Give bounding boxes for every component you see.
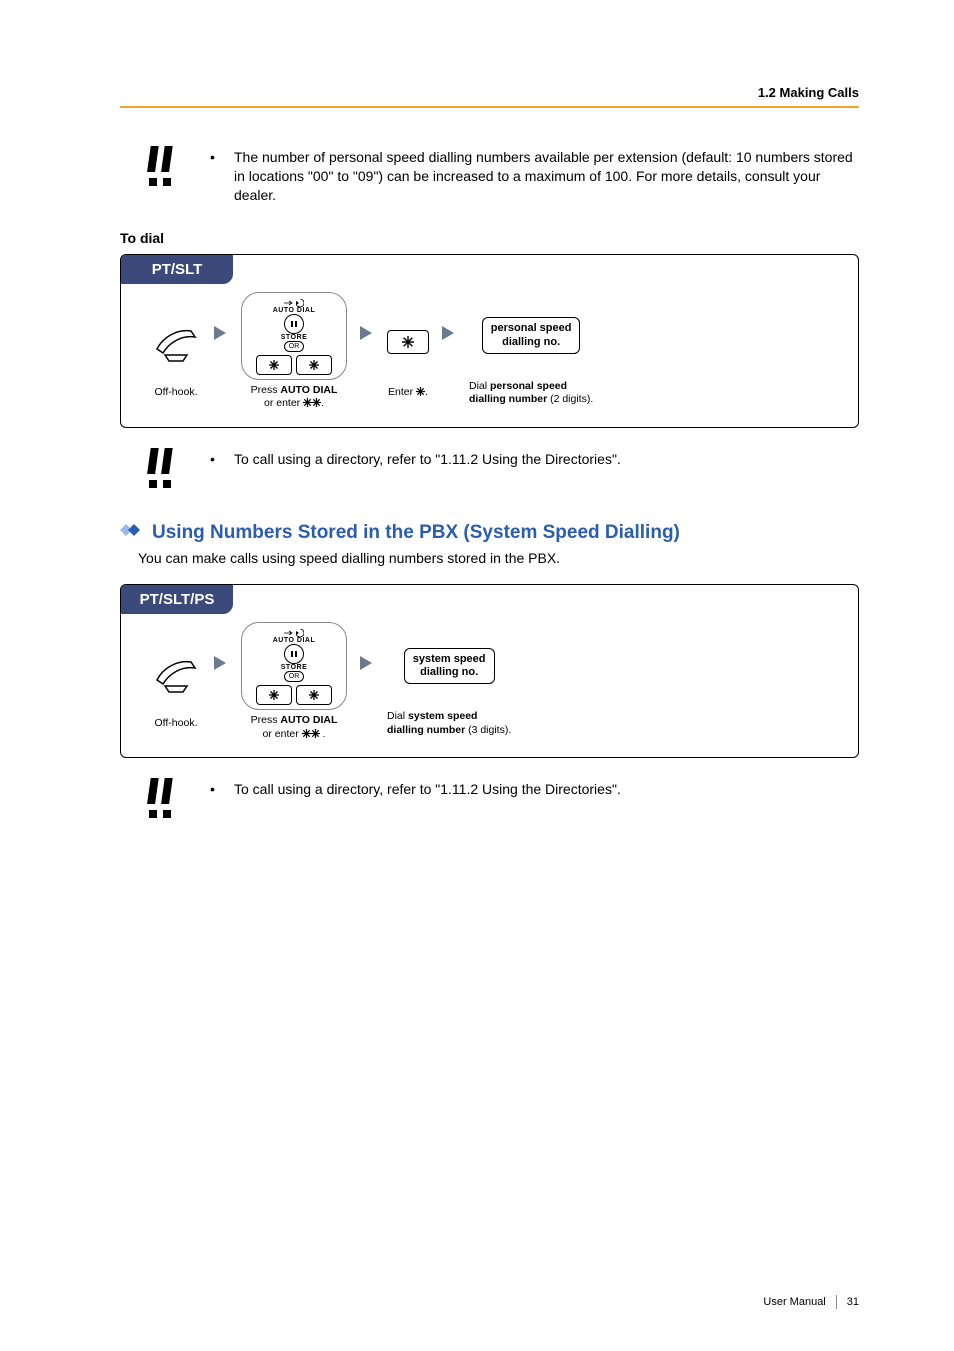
exclamation-icon [120,780,210,822]
section-intro: You can make calls using speed dialling … [138,550,859,566]
step-personal-speed-box: personal speeddialling no. Dial personal… [469,296,593,407]
or-label: OR [284,671,305,682]
section-title: Using Numbers Stored in the PBX (System … [152,522,680,544]
flow-diagram-system: PT/SLT/PS Off-hook. [120,584,859,758]
pause-key-icon [284,314,304,334]
star-key-icon [296,355,332,375]
note-block-1: • The number of personal speed dialling … [120,148,859,205]
footer-label: User Manual [763,1296,825,1308]
star-key-icon [296,685,332,705]
note-text: The number of personal speed dialling nu… [234,148,859,205]
note-block-3: • To call using a directory, refer to "1… [120,780,859,822]
to-dial-heading: To dial [120,230,859,246]
step-caption: Dial personal speed dialling number (2 d… [469,380,593,407]
flow-diagram-personal: PT/SLT Off-hook. [120,254,859,428]
pause-key-icon [284,644,304,664]
page-number: 31 [847,1296,859,1308]
or-label: OR [284,341,305,352]
bullet-icon: • [210,148,234,205]
star-key-icon [256,685,292,705]
breadcrumb: 1.2 Making Calls [120,85,859,108]
arrow-icon [201,324,241,342]
diamond-icon [120,522,144,543]
note-text: To call using a directory, refer to "1.1… [234,780,621,799]
footer: User Manual 31 [763,1295,859,1309]
step-caption: Press AUTO DIAL or enter . [251,714,338,741]
exclamation-icon [120,148,210,190]
arrow-icon [201,654,241,672]
arrow-icon [347,324,387,342]
arrow-icon [429,324,469,342]
personal-speed-box: personal speeddialling no. [482,317,581,353]
autodial-label: AUTO DIAL [273,307,315,314]
step-autodial: AUTO DIAL STORE OR [241,292,347,411]
bullet-icon: • [210,780,234,799]
flow-tab: PT/SLT [121,255,233,284]
store-label: STORE [281,334,308,341]
phone-offhook-icon [151,321,201,363]
step-caption: Off-hook. [155,717,198,731]
step-system-speed-box: system speeddialling no. Dial system spe… [387,626,511,737]
note-block-2: • To call using a directory, refer to "1… [120,450,859,492]
exclamation-icon [120,450,210,492]
note-text: To call using a directory, refer to "1.1… [234,450,621,469]
step-offhook: Off-hook. [151,633,201,731]
autodial-label: AUTO DIAL [273,637,315,644]
step-caption: Dial system speed dialling number (3 dig… [387,710,511,737]
arrow-icon [347,654,387,672]
system-speed-box: system speeddialling no. [404,648,495,684]
flow-tab: PT/SLT/PS [121,585,233,614]
step-caption: Off-hook. [155,386,198,400]
phone-offhook-icon [151,652,201,694]
star-key-icon [387,330,429,354]
section-heading: Using Numbers Stored in the PBX (System … [120,522,859,544]
step-autodial: AUTO DIAL STORE OR [241,622,347,741]
step-star: Enter . [387,302,429,400]
step-caption: Press AUTO DIAL or enter . [251,384,338,411]
star-key-icon [256,355,292,375]
step-offhook: Off-hook. [151,302,201,400]
store-label: STORE [281,664,308,671]
bullet-icon: • [210,450,234,469]
step-caption: Enter . [388,386,428,400]
